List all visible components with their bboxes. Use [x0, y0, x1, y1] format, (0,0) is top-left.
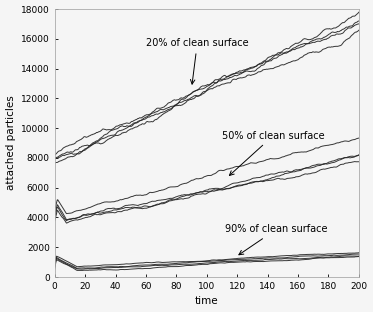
Y-axis label: attached particles: attached particles — [6, 96, 16, 190]
Text: 90% of clean surface: 90% of clean surface — [225, 224, 327, 255]
X-axis label: time: time — [195, 296, 219, 306]
Text: 50% of clean surface: 50% of clean surface — [222, 131, 325, 175]
Text: 20% of clean surface: 20% of clean surface — [146, 38, 248, 84]
